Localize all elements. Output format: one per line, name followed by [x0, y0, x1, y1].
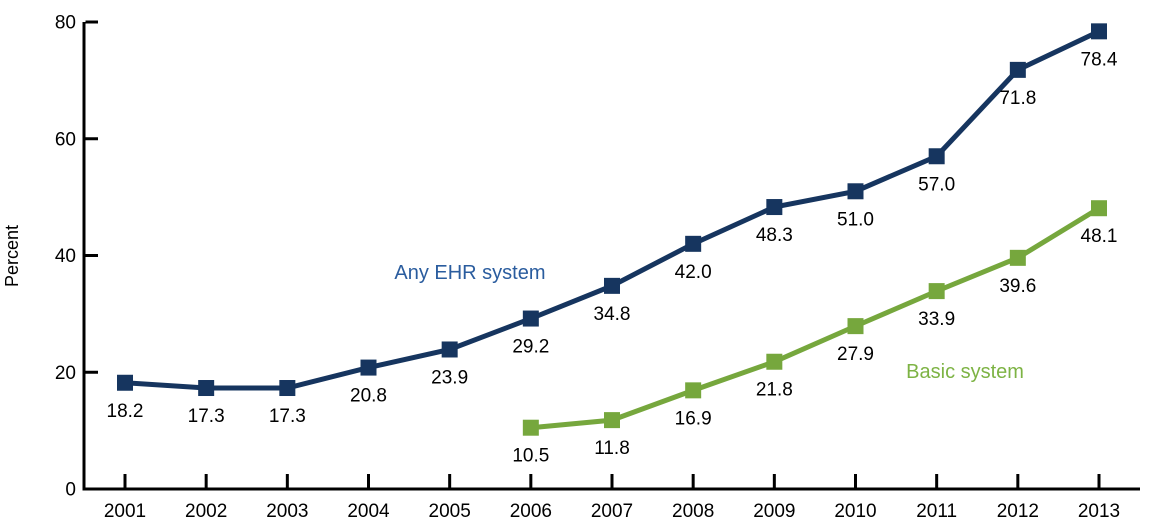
marker-any-ehr-system [279, 380, 296, 397]
data-label-any-ehr-system: 17.3 [188, 406, 225, 427]
data-label-basic-system: 21.8 [756, 380, 793, 401]
x-tick-label: 2012 [997, 501, 1039, 522]
y-tick-label: 40 [55, 246, 76, 267]
data-label-any-ehr-system: 71.8 [999, 88, 1036, 109]
marker-any-ehr-system [1091, 23, 1108, 40]
x-tick-label: 2009 [753, 501, 795, 522]
marker-any-ehr-system [847, 183, 864, 200]
x-tick-label: 2010 [834, 501, 876, 522]
data-label-any-ehr-system: 51.0 [837, 209, 874, 230]
marker-any-ehr-system [198, 380, 215, 397]
series-annotation-basic-system: Basic system [906, 361, 1024, 383]
data-label-any-ehr-system: 20.8 [350, 386, 387, 407]
axes [82, 22, 1141, 491]
marker-basic-system [685, 382, 702, 399]
marker-any-ehr-system [1009, 61, 1026, 78]
marker-basic-system [604, 412, 621, 429]
marker-any-ehr-system [928, 148, 945, 165]
data-label-basic-system: 11.8 [594, 438, 630, 459]
data-label-any-ehr-system: 78.4 [1081, 49, 1118, 70]
data-label-basic-system: 33.9 [918, 309, 955, 330]
x-tick-label: 2004 [347, 501, 390, 522]
marker-basic-system [928, 283, 945, 300]
y-tick-label: 20 [55, 363, 76, 384]
x-tick-label: 2008 [672, 501, 714, 522]
marker-any-ehr-system [685, 235, 702, 252]
y-axis-title: Percent [2, 225, 22, 287]
data-label-any-ehr-system: 18.2 [107, 401, 144, 422]
marker-any-ehr-system [117, 374, 133, 391]
y-tick-label: 0 [65, 480, 76, 501]
data-label-basic-system: 48.1 [1081, 226, 1118, 247]
data-label-basic-system: 39.6 [999, 276, 1036, 297]
marker-any-ehr-system [604, 277, 621, 294]
data-label-basic-system: 27.9 [837, 344, 874, 365]
x-tick-label: 2005 [429, 501, 471, 522]
marker-basic-system [522, 419, 539, 436]
x-tick-label: 2002 [185, 501, 227, 522]
marker-basic-system [1091, 200, 1108, 217]
series-line-basic-system [530, 206, 1101, 431]
data-label-any-ehr-system: 23.9 [431, 367, 468, 388]
data-label-any-ehr-system: 48.3 [756, 225, 793, 246]
marker-any-ehr-system [360, 359, 377, 376]
data-label-any-ehr-system: 42.0 [675, 262, 712, 283]
marker-basic-system [847, 318, 864, 335]
data-label-any-ehr-system: 57.0 [918, 174, 955, 195]
x-tick-label: 2013 [1078, 501, 1120, 522]
marker-any-ehr-system [522, 310, 539, 327]
marker-basic-system [766, 353, 783, 370]
y-tick-label: 60 [55, 129, 76, 150]
data-label-basic-system: 16.9 [675, 408, 712, 429]
y-tick-label: 80 [55, 13, 76, 34]
marker-any-ehr-system [766, 199, 783, 216]
marker-basic-system [1009, 249, 1026, 266]
x-tick-label: 2011 [916, 501, 957, 522]
series-line-any-ehr-system [124, 29, 1101, 391]
marker-any-ehr-system [441, 341, 458, 358]
x-tick-label: 2007 [591, 501, 633, 522]
data-label-basic-system: 10.5 [512, 446, 549, 467]
x-tick-label: 2006 [510, 501, 552, 522]
data-label-any-ehr-system: 17.3 [269, 406, 306, 427]
series-annotation-any-ehr-system: Any EHR system [394, 262, 545, 284]
x-tick-label: 2001 [104, 501, 146, 522]
x-tick-label: 2003 [266, 501, 308, 522]
data-label-any-ehr-system: 29.2 [512, 337, 549, 358]
data-label-any-ehr-system: 34.8 [594, 304, 631, 325]
